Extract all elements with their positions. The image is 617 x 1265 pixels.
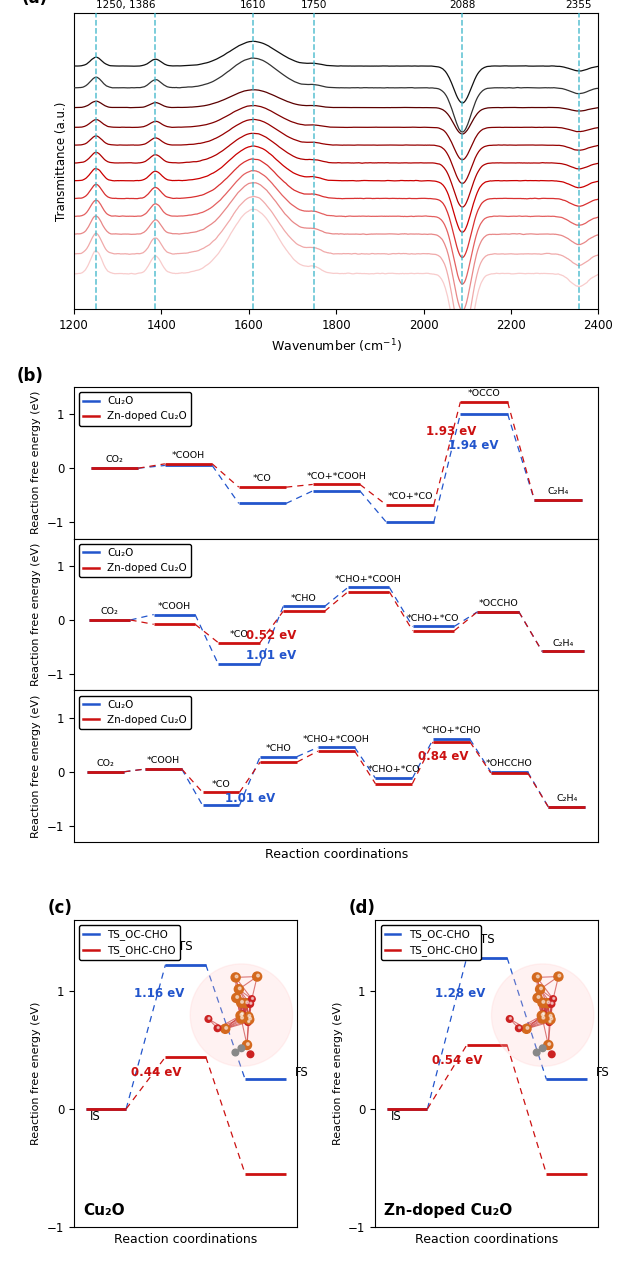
Text: C₂H₄: C₂H₄ [552, 639, 574, 648]
Text: Zn-doped Cu₂O: Zn-doped Cu₂O [384, 1203, 513, 1218]
Y-axis label: Transmittance (a.u.): Transmittance (a.u.) [56, 101, 68, 220]
Text: 0.44 eV: 0.44 eV [131, 1066, 181, 1079]
Text: *CO+*COOH: *CO+*COOH [306, 472, 366, 481]
Text: H$_2$O
1610: H$_2$O 1610 [240, 0, 267, 10]
Y-axis label: Reaction free energy (eV): Reaction free energy (eV) [31, 694, 41, 837]
Text: 0.52 eV: 0.52 eV [246, 629, 297, 641]
X-axis label: Reaction coordinations: Reaction coordinations [114, 1232, 257, 1246]
Text: *COOH
1250, 1386: *COOH 1250, 1386 [96, 0, 155, 10]
Text: 1.28 eV: 1.28 eV [435, 987, 486, 999]
Text: 1.94 eV: 1.94 eV [448, 439, 498, 452]
Text: *OHCCHO: *OHCCHO [486, 759, 532, 768]
Text: Cu₂O: Cu₂O [83, 1203, 125, 1218]
Text: (d): (d) [349, 899, 375, 917]
Text: *CHO+*CO: *CHO+*CO [407, 614, 460, 622]
Text: *COOH: *COOH [172, 452, 205, 460]
Text: *CO: *CO [212, 779, 230, 788]
Text: *CHO+*CO: *CHO+*CO [368, 765, 420, 774]
Text: *COOH: *COOH [158, 602, 191, 611]
X-axis label: Wavenumber (cm$^{-1}$): Wavenumber (cm$^{-1}$) [271, 338, 402, 355]
Text: TS: TS [178, 940, 193, 953]
Text: *CO: *CO [230, 630, 249, 639]
Text: 0.54 eV: 0.54 eV [433, 1054, 483, 1068]
Text: (c): (c) [48, 899, 72, 917]
Legend: Cu₂O, Zn-doped Cu₂O: Cu₂O, Zn-doped Cu₂O [79, 392, 191, 425]
Y-axis label: Reaction free energy (eV): Reaction free energy (eV) [333, 1002, 342, 1145]
Text: FS: FS [294, 1066, 308, 1079]
Text: *CHO
1750: *CHO 1750 [300, 0, 329, 10]
Text: (b): (b) [16, 367, 43, 386]
Legend: TS_OC-CHO, TS_OHC-CHO: TS_OC-CHO, TS_OHC-CHO [79, 925, 180, 960]
Text: C₂H₄: C₂H₄ [547, 487, 568, 496]
Text: CO₂: CO₂ [97, 759, 115, 768]
Text: 1.01 eV: 1.01 eV [225, 792, 275, 806]
X-axis label: Reaction coordinations: Reaction coordinations [265, 848, 408, 860]
Text: 1.16 eV: 1.16 eV [134, 987, 184, 999]
Text: CO$_2$
2355: CO$_2$ 2355 [566, 0, 592, 10]
Text: C₂H₄: C₂H₄ [556, 794, 578, 803]
Text: CO₂: CO₂ [106, 455, 123, 464]
Y-axis label: Reaction free energy (eV): Reaction free energy (eV) [31, 391, 41, 534]
Legend: TS_OC-CHO, TS_OHC-CHO: TS_OC-CHO, TS_OHC-CHO [381, 925, 481, 960]
Text: *CO: *CO [253, 474, 271, 483]
Text: FS: FS [596, 1066, 610, 1079]
Text: *CHO: *CHO [266, 744, 291, 753]
Y-axis label: Reaction free energy (eV): Reaction free energy (eV) [31, 1002, 41, 1145]
Y-axis label: Reaction free energy (eV): Reaction free energy (eV) [31, 543, 41, 686]
Text: *OCCHO: *OCCHO [478, 600, 518, 608]
Text: 1.01 eV: 1.01 eV [246, 649, 297, 662]
Text: *CO+*CO: *CO+*CO [387, 492, 433, 501]
Text: *OCCO: *OCCO [468, 390, 500, 398]
Text: *CHO: *CHO [291, 593, 317, 602]
Text: TS: TS [479, 932, 494, 946]
Legend: Cu₂O, Zn-doped Cu₂O: Cu₂O, Zn-doped Cu₂O [79, 544, 191, 577]
Text: 0.84 eV: 0.84 eV [418, 750, 468, 763]
Legend: Cu₂O, Zn-doped Cu₂O: Cu₂O, Zn-doped Cu₂O [79, 696, 191, 729]
Text: *COOH: *COOH [147, 756, 180, 765]
Text: *CO$_L$
2088: *CO$_L$ 2088 [449, 0, 475, 10]
Text: CO₂: CO₂ [101, 607, 118, 616]
Text: *CHO+*COOH: *CHO+*COOH [335, 574, 402, 583]
Text: (a): (a) [22, 0, 48, 6]
Text: *CHO+*CHO: *CHO+*CHO [422, 726, 481, 735]
Text: IS: IS [90, 1111, 101, 1123]
X-axis label: Reaction coordinations: Reaction coordinations [415, 1232, 558, 1246]
Text: IS: IS [391, 1111, 402, 1123]
Text: 1.93 eV: 1.93 eV [426, 425, 476, 438]
Text: *CHO+*COOH: *CHO+*COOH [303, 735, 370, 744]
